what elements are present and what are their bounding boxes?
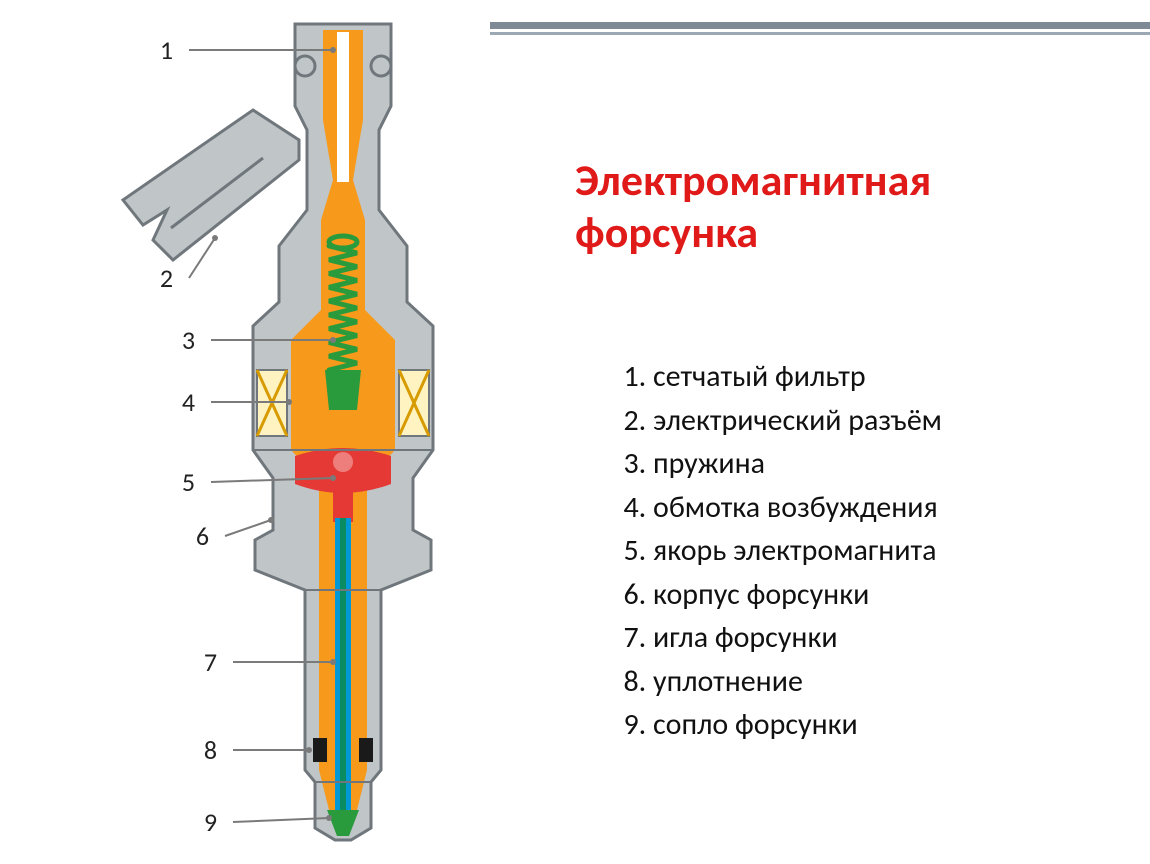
decorative-top-rule [490,22,1150,35]
legend-item-5: якорь электромагнита [653,529,942,573]
title-line-1: Электромагнитная [575,153,931,207]
legend-item-4: обмотка возбуждения [653,486,942,530]
legend: сетчатый фильтр электрический разъём пру… [615,355,942,747]
svg-text:9: 9 [204,806,217,838]
legend-item-8: уплотнение [653,660,942,704]
svg-text:3: 3 [182,324,195,356]
legend-item-3: пружина [653,442,942,486]
svg-text:5: 5 [182,466,195,498]
slide-title: Электромагнитная форсунка [575,155,931,259]
legend-item-2: электрический разъём [653,399,942,443]
legend-item-9: сопло форсунки [653,703,942,747]
svg-text:8: 8 [204,734,217,766]
legend-item-6: корпус форсунки [653,573,942,617]
svg-text:1: 1 [160,34,173,66]
svg-text:7: 7 [204,646,217,678]
legend-item-7: игла форсунки [653,616,942,660]
injector-diagram: 1 23 4 56 7 8 9 [65,10,535,850]
svg-text:4: 4 [182,386,195,418]
svg-text:2: 2 [160,262,173,294]
title-line-2: форсунка [575,205,758,259]
legend-item-1: сетчатый фильтр [653,355,942,399]
svg-text:6: 6 [196,520,209,552]
